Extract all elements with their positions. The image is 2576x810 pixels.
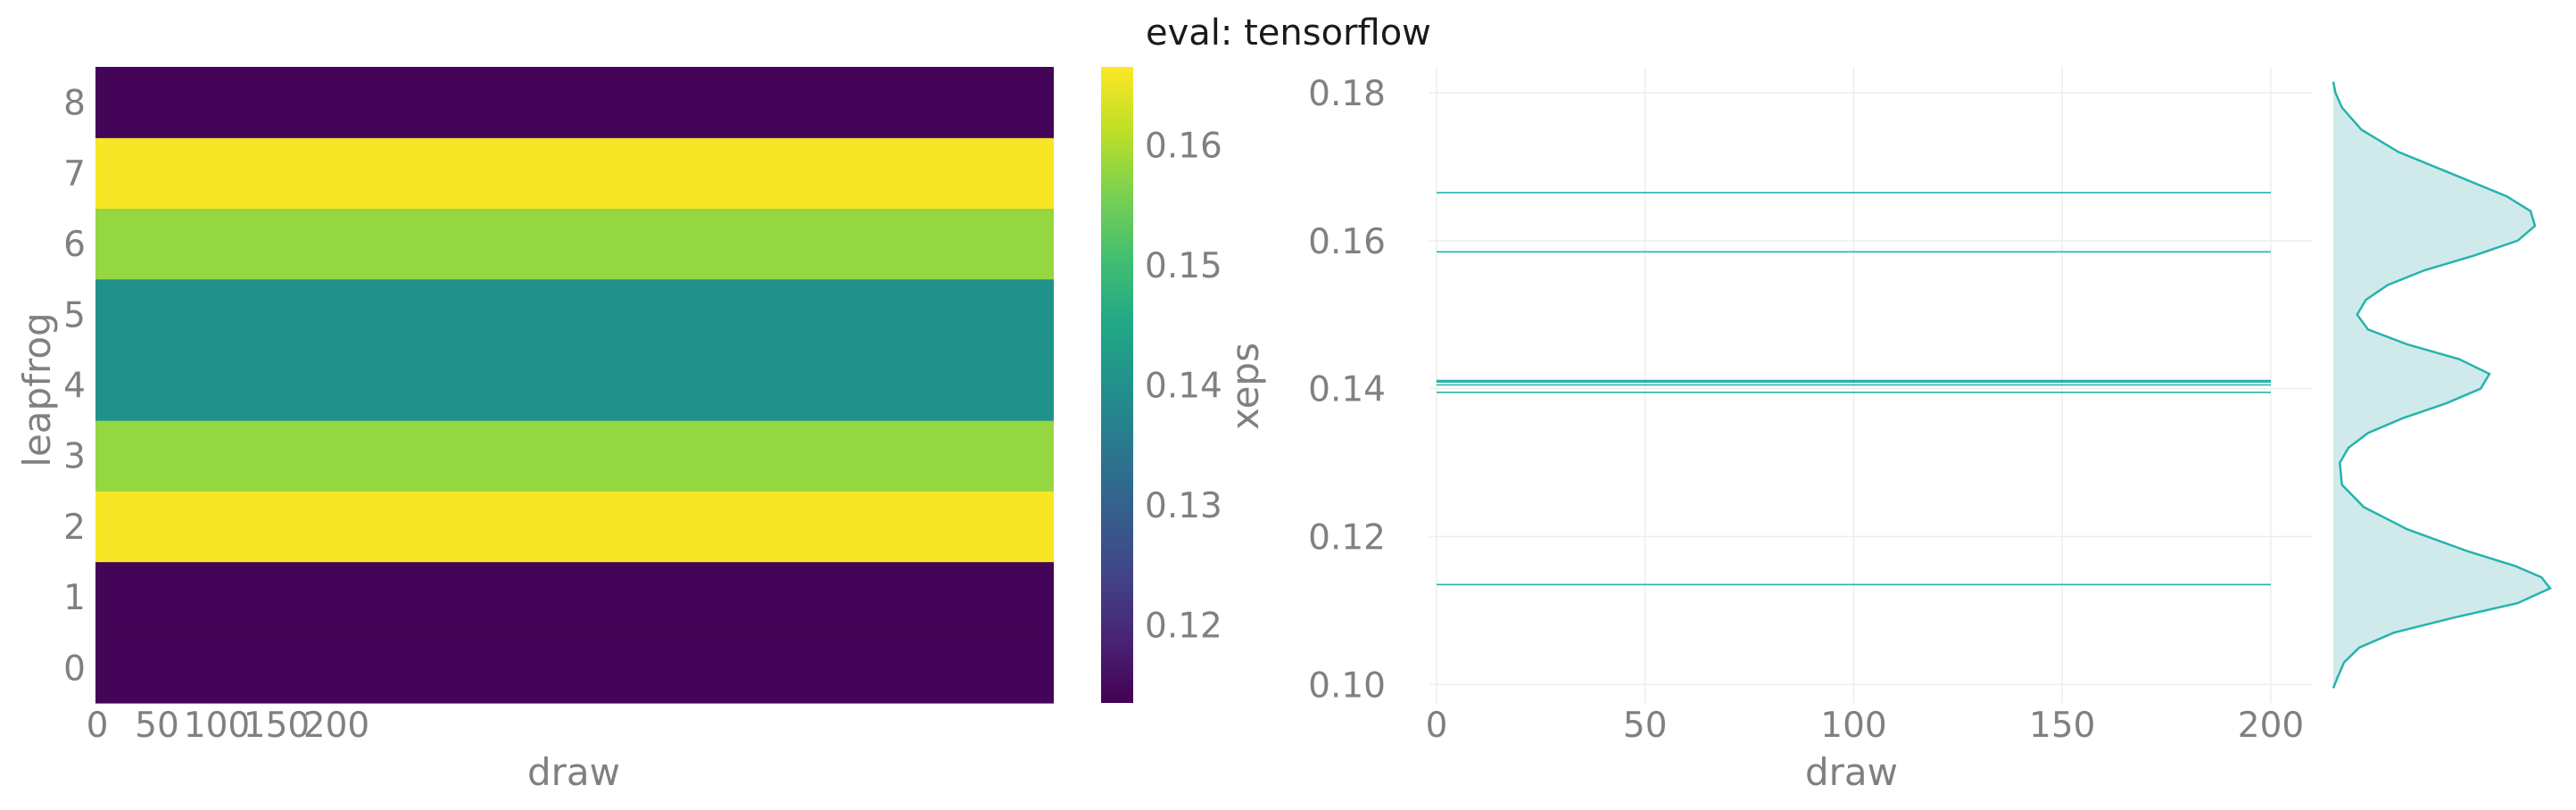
heatmap-row-1 bbox=[95, 561, 1054, 633]
density-outline bbox=[2332, 81, 2552, 689]
heatmap-row-4 bbox=[95, 349, 1054, 421]
colorbar-tick-label: 0.14 bbox=[1145, 367, 1222, 407]
heatmap-y-tick-label: 3 bbox=[63, 437, 86, 477]
heatmap-y-tick-label: 4 bbox=[63, 367, 86, 407]
figure-title: eval: tensorflow bbox=[1146, 12, 1431, 54]
trace-y-tick-label: 0.12 bbox=[1308, 517, 1386, 558]
heatmap-row-8 bbox=[95, 67, 1054, 138]
heatmap-y-label: leapfrog bbox=[15, 312, 59, 467]
trace-x-tick-label: 50 bbox=[1623, 706, 1668, 746]
heatmap-x-tick-label: 200 bbox=[303, 706, 369, 746]
trace-x-ticks: 0 50 100 150 200 bbox=[1426, 706, 2305, 746]
trace-y-tick-label: 0.16 bbox=[1308, 222, 1386, 262]
heatmap-y-ticks: 0 1 2 3 4 5 6 7 8 bbox=[63, 84, 86, 690]
colorbar: 0.12 0.13 0.14 0.15 0.16 xeps bbox=[1101, 67, 1267, 703]
colorbar-label: xeps bbox=[1223, 343, 1267, 430]
heatmap-row-6 bbox=[95, 208, 1054, 280]
heatmap-cells bbox=[95, 67, 1054, 704]
colorbar-tick-label: 0.15 bbox=[1145, 246, 1222, 286]
trace-x-tick-label: 0 bbox=[1426, 706, 1448, 746]
colorbar-tick-label: 0.13 bbox=[1145, 486, 1222, 526]
trace-x-tick-label: 100 bbox=[1820, 706, 1886, 746]
trace-x-tick-label: 200 bbox=[2238, 706, 2304, 746]
heatmap-row-5 bbox=[95, 278, 1054, 351]
heatmap-y-tick-label: 7 bbox=[63, 154, 86, 194]
heatmap-y-tick-label: 8 bbox=[63, 84, 86, 124]
density-curve bbox=[2333, 81, 2550, 689]
trace-lines bbox=[1437, 192, 2271, 586]
trace-x-tick-label: 150 bbox=[2029, 706, 2095, 746]
heatmap-row-2 bbox=[95, 491, 1054, 563]
colorbar-ticks: 0.12 0.13 0.14 0.15 0.16 bbox=[1145, 126, 1222, 646]
heatmap-x-tick-label: 0 bbox=[87, 706, 109, 746]
trace-y-tick-label: 0.18 bbox=[1308, 74, 1386, 114]
heatmap-y-tick-label: 1 bbox=[63, 578, 86, 618]
colorbar-tick-label: 0.12 bbox=[1145, 607, 1222, 647]
heatmap-y-tick-label: 2 bbox=[63, 508, 86, 548]
heatmap-row-7 bbox=[95, 137, 1054, 210]
heatmap-y-tick-label: 5 bbox=[63, 295, 86, 335]
colorbar-gradient bbox=[1101, 67, 1133, 703]
trace-x-label: draw bbox=[1805, 750, 1898, 794]
trace-y-tick-label: 0.14 bbox=[1308, 370, 1386, 410]
trace-y-ticks: 0.10 0.12 0.14 0.16 0.18 bbox=[1308, 74, 1386, 706]
trace-panel: 0.10 0.12 0.14 0.16 0.18 0 50 100 150 200 draw bbox=[1308, 67, 2313, 794]
heatmap-x-tick-label: 50 bbox=[135, 706, 179, 746]
colorbar-tick-label: 0.16 bbox=[1145, 126, 1222, 166]
heatmap-row-3 bbox=[95, 420, 1054, 492]
trace-y-tick-label: 0.10 bbox=[1308, 665, 1386, 706]
heatmap-x-tick-label: 150 bbox=[244, 706, 310, 746]
density-panel bbox=[2332, 81, 2552, 689]
heatmap-y-tick-label: 6 bbox=[63, 225, 86, 265]
heatmap-y-tick-label: 0 bbox=[63, 649, 86, 689]
heatmap-x-label: draw bbox=[527, 750, 620, 794]
heatmap-x-tick-label: 100 bbox=[184, 706, 250, 746]
heatmap-row-0 bbox=[95, 632, 1054, 704]
